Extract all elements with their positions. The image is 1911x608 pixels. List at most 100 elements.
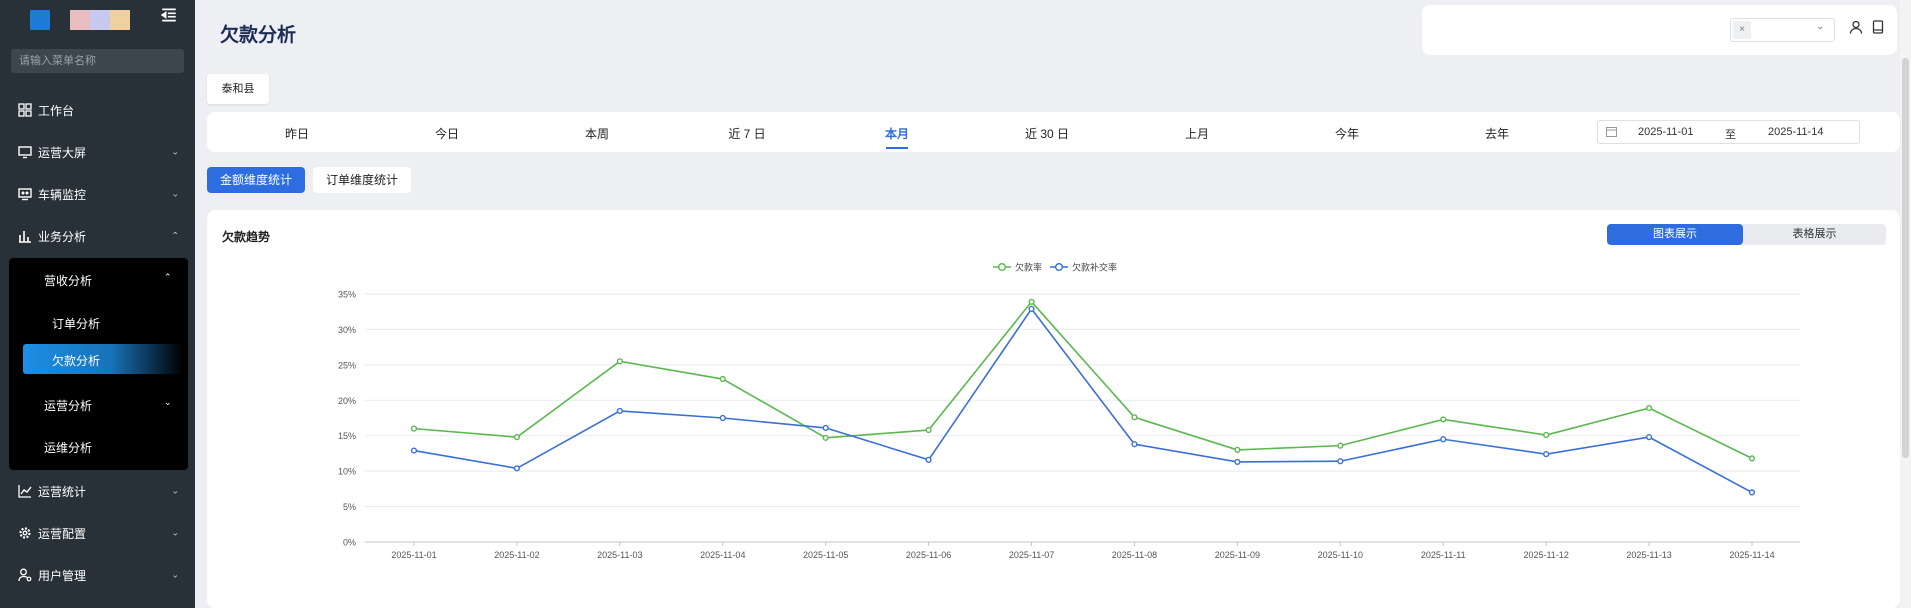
menu-search-input[interactable]: 请输入菜单名称 xyxy=(11,49,184,73)
y-tick-label: 15% xyxy=(338,431,356,441)
sidebar-item-workbench[interactable]: 工作台 xyxy=(0,89,195,131)
x-tick-label: 2025-11-01 xyxy=(391,550,436,560)
data-point xyxy=(1748,455,1756,462)
tab-this-month[interactable]: 本月 xyxy=(884,127,910,141)
date-filter-bar xyxy=(207,112,1900,152)
submenu-maint-analysis[interactable]: 运维分析 xyxy=(44,439,92,456)
chevron-down-icon[interactable]: ⌄ xyxy=(1816,21,1825,32)
clear-icon[interactable]: × xyxy=(1733,21,1751,39)
user-gear-icon xyxy=(18,568,32,582)
data-point xyxy=(410,447,418,454)
legend-marker xyxy=(998,263,1007,272)
bar-chart-icon xyxy=(19,231,31,243)
data-point xyxy=(719,414,726,422)
data-point xyxy=(513,465,521,472)
submenu-debt-analysis[interactable]: 欠款分析 xyxy=(52,352,100,369)
sidebar-item-label: 运营统计 xyxy=(38,484,87,499)
submenu-label: 运维分析 xyxy=(44,441,93,455)
x-tick-label: 2025-11-03 xyxy=(597,550,642,560)
logo-swatch-peach xyxy=(110,10,130,30)
x-tick-label: 2025-11-04 xyxy=(700,550,745,560)
user-icon[interactable] xyxy=(1849,20,1863,34)
data-point xyxy=(1645,404,1653,412)
order-stat-button[interactable]: 订单维度统计 xyxy=(313,167,411,193)
data-point xyxy=(1337,458,1344,465)
date-range-separator: 至 xyxy=(1725,129,1736,141)
chevron-up-icon: ⌃ xyxy=(164,272,172,282)
data-point xyxy=(925,426,932,434)
data-point xyxy=(616,407,623,415)
x-tick-label: 2025-11-10 xyxy=(1318,550,1363,560)
tab-this-year[interactable]: 今年 xyxy=(1334,127,1360,141)
submenu-order-analysis[interactable]: 订单分析 xyxy=(52,315,100,332)
data-point xyxy=(1440,436,1447,443)
tab-yesterday[interactable]: 昨日 xyxy=(284,127,310,141)
tab-last-year[interactable]: 去年 xyxy=(1484,127,1510,141)
x-tick-label: 2025-11-12 xyxy=(1523,550,1568,560)
sidebar-item-business-analysis[interactable]: 业务分析 ⌃ xyxy=(0,215,195,257)
y-tick-label: 35% xyxy=(338,290,356,300)
active-tab-underline xyxy=(886,147,908,149)
logo-swatch-lavender xyxy=(90,10,110,30)
date-range-start[interactable]: 2025-11-01 xyxy=(1638,126,1694,138)
sidebar-item-ops-stats[interactable]: 运营统计 ⌄ xyxy=(0,470,195,512)
x-tick-label: 2025-11-05 xyxy=(803,550,848,560)
chevron-down-icon: ⌄ xyxy=(171,146,179,157)
tab-last-7-days[interactable]: 近 7 日 xyxy=(728,127,766,141)
data-point xyxy=(1748,489,1756,496)
logo-area xyxy=(0,0,195,40)
monitor-icon xyxy=(18,146,32,159)
y-tick-label: 30% xyxy=(338,325,356,335)
submenu-revenue-analysis[interactable]: 营收分析 xyxy=(44,272,92,289)
sidebar-item-label: 业务分析 xyxy=(38,229,87,244)
chevron-down-icon: ⌄ xyxy=(171,569,179,580)
card-title: 欠款趋势 xyxy=(222,230,271,244)
submenu-label: 欠款分析 xyxy=(52,354,101,368)
data-point xyxy=(1234,446,1241,453)
sidebar-item-label: 用户管理 xyxy=(38,568,87,583)
data-point xyxy=(410,425,418,432)
data-point xyxy=(1234,458,1241,466)
tab-last-month[interactable]: 上月 xyxy=(1184,127,1210,141)
collapse-menu-icon[interactable] xyxy=(160,6,178,24)
series-line-repay-rate xyxy=(413,307,1753,494)
data-point xyxy=(1543,451,1550,458)
sidebar-item-label: 运营配置 xyxy=(38,526,87,541)
date-range-picker[interactable]: 2025-11-01 至 2025-11-14 xyxy=(1597,120,1860,144)
data-point xyxy=(1645,434,1653,441)
data-point xyxy=(822,434,829,441)
data-point xyxy=(1440,416,1447,423)
submenu-ops-analysis[interactable]: 运营分析 xyxy=(44,397,92,414)
y-tick-label: 20% xyxy=(338,396,356,406)
data-point xyxy=(925,456,932,463)
sidebar-item-vehicle-monitor[interactable]: 车辆监控 ⌄ xyxy=(0,173,195,215)
tab-this-week[interactable]: 本周 xyxy=(584,127,610,141)
county-tag[interactable]: 泰和县 xyxy=(207,74,269,104)
chevron-down-icon: ⌄ xyxy=(171,188,179,199)
legend-label: 欠款补交率 xyxy=(1072,262,1117,273)
sidebar-item-user-mgmt[interactable]: 用户管理 ⌄ xyxy=(0,554,195,596)
tab-today[interactable]: 今日 xyxy=(434,127,460,141)
data-point xyxy=(1543,431,1550,439)
table-view-button[interactable]: 表格展示 xyxy=(1792,228,1837,240)
logo-icon xyxy=(30,10,50,30)
date-range-end[interactable]: 2025-11-14 xyxy=(1768,126,1824,138)
page-scrollbar-thumb[interactable] xyxy=(1902,58,1909,458)
sidebar-item-ops-config[interactable]: 运营配置 ⌄ xyxy=(0,512,195,554)
chart-view-button[interactable]: 图表展示 xyxy=(1607,224,1743,245)
y-tick-label: 0% xyxy=(343,538,356,548)
sidebar-item-ops-screen[interactable]: 运营大屏 ⌄ xyxy=(0,131,195,173)
data-point xyxy=(1028,298,1035,305)
y-tick-label: 25% xyxy=(338,360,356,370)
x-tick-label: 2025-11-11 xyxy=(1421,550,1466,560)
x-tick-label: 2025-11-07 xyxy=(1009,550,1054,560)
data-point xyxy=(616,358,623,365)
x-tick-label: 2025-11-08 xyxy=(1112,550,1157,560)
chevron-down-icon: ⌄ xyxy=(164,397,172,407)
logo-swatch-pink xyxy=(70,10,90,30)
amount-stat-button[interactable]: 金额维度统计 xyxy=(207,167,305,193)
book-icon[interactable] xyxy=(1871,20,1885,34)
tab-last-30-days[interactable]: 近 30 日 xyxy=(1024,127,1070,141)
chevron-up-icon: ⌃ xyxy=(171,230,179,241)
